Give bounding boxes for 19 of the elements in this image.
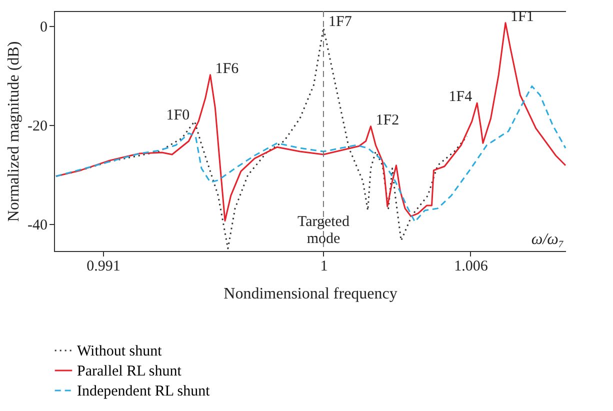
annotation: ω/ω₇ bbox=[531, 231, 564, 248]
y-tick-label: 0 bbox=[40, 19, 48, 36]
x-tick-label: 1.006 bbox=[454, 258, 488, 274]
legend-label: Parallel RL shunt bbox=[77, 364, 182, 380]
annotation: 1F6 bbox=[215, 60, 240, 77]
annotation: 1F7 bbox=[328, 14, 352, 30]
annotation: 1F1 bbox=[510, 8, 534, 25]
y-tick-label: -20 bbox=[28, 118, 48, 134]
annotation: 1F2 bbox=[376, 112, 400, 128]
annotation: 1F0 bbox=[166, 107, 190, 124]
x-tick-label: 0.991 bbox=[86, 258, 120, 274]
annotation: 1F4 bbox=[448, 89, 473, 106]
x-tick-label: 1 bbox=[320, 258, 328, 274]
x-axis-title: Nondimensional frequency bbox=[224, 286, 398, 302]
y-tick-label: -40 bbox=[28, 217, 48, 234]
legend-label: Without shunt bbox=[77, 344, 163, 360]
y-axis-title: Normalized magnitude (dB) bbox=[6, 41, 23, 222]
legend-label: Independent RL shunt bbox=[77, 384, 211, 400]
ref-line-label: Targeted mode bbox=[297, 214, 350, 247]
